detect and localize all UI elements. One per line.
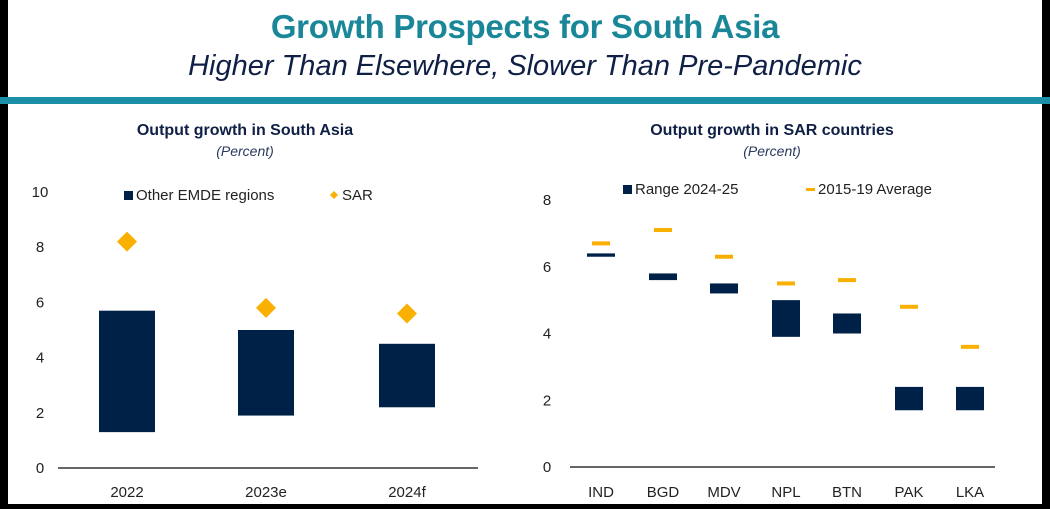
x-tick-label: BTN [832,484,862,501]
y-tick-label: 0 [543,459,551,476]
sar-diamond-marker [117,231,137,252]
y-tick-label: 8 [543,192,551,209]
x-tick-label: 2022 [110,484,143,501]
range-bar [587,253,615,257]
range-bar [833,313,861,334]
range-bar [379,343,435,408]
chart-title: Output growth in SAR countries [650,122,894,139]
x-tick-label: 2024f [388,484,426,501]
range-bar [895,386,923,411]
range-bar [649,273,677,281]
y-tick-label: 6 [543,259,551,276]
chart-title: Output growth in South Asia [137,122,353,139]
slide-subtitle: Higher Than Elsewhere, Slower Than Pre-P… [188,50,862,82]
slide-frame [8,0,1042,504]
legend-diamond-icon [330,191,338,199]
slide-title: Growth Prospects for South Asia [270,8,780,45]
legend-square-icon [124,191,133,200]
average-dash-marker [900,304,918,309]
y-tick-label: 4 [36,350,44,367]
sar-diamond-marker [397,303,417,324]
y-tick-label: 8 [36,239,44,256]
legend-square-icon [623,185,632,194]
x-tick-label: IND [588,484,614,501]
legend-dash-icon [806,188,815,191]
chart-subtitle: (Percent) [216,143,274,159]
x-tick-label: NPL [771,484,800,501]
y-tick-label: 6 [36,294,44,311]
range-bar [238,330,294,416]
x-tick-label: LKA [956,484,984,501]
average-dash-marker [715,254,733,259]
legend-label: Range 2024-25 [635,181,738,198]
sar-diamond-marker [256,297,276,318]
legend-label: SAR [342,187,373,204]
y-tick-label: 4 [543,326,551,343]
y-tick-label: 2 [36,405,44,422]
legend-label: 2015-19 Average [818,181,932,198]
y-tick-label: 10 [32,184,49,201]
average-dash-marker [777,281,795,286]
x-tick-label: 2023e [245,484,287,501]
x-tick-label: MDV [707,484,740,501]
legend-label: Other EMDE regions [136,187,274,204]
average-dash-marker [654,228,672,233]
range-bar [99,310,155,433]
average-dash-marker [592,241,610,246]
average-dash-marker [838,278,856,283]
x-tick-label: PAK [895,484,924,501]
x-tick-label: BGD [647,484,680,501]
header-divider [0,97,1050,104]
chart-subtitle: (Percent) [743,143,801,159]
range-bar [956,386,984,411]
y-tick-label: 2 [543,392,551,409]
range-bar [772,300,800,337]
range-bar [710,283,738,294]
y-tick-label: 0 [36,460,44,477]
average-dash-marker [961,344,979,349]
